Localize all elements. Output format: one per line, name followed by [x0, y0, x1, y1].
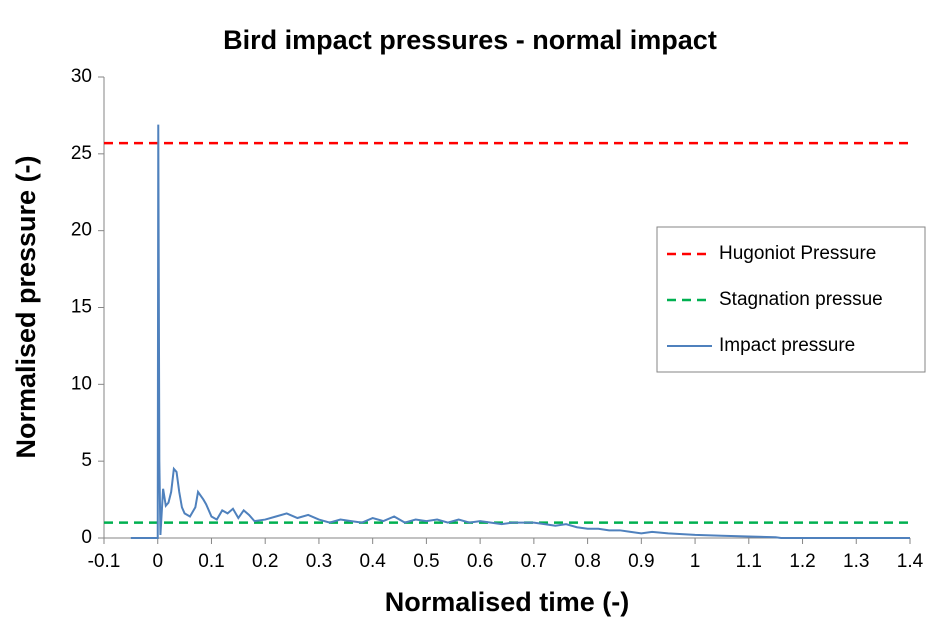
- y-tick-label: 15: [71, 297, 92, 318]
- x-tick-label: 0.9: [628, 551, 654, 572]
- legend-label: Stagnation pressue: [719, 289, 883, 310]
- x-tick-label: 1.3: [843, 551, 869, 572]
- y-tick-label: 30: [71, 66, 92, 87]
- y-tick-label: 10: [71, 373, 92, 394]
- x-tick-label: 1.2: [789, 551, 815, 572]
- x-tick-label: 0.2: [252, 551, 278, 572]
- y-tick-label: 20: [71, 220, 92, 241]
- y-axis-title: Normalised pressure (-): [11, 155, 41, 458]
- x-tick-label: 0.7: [521, 551, 547, 572]
- y-tick-label: 5: [81, 450, 92, 471]
- x-tick-label: 1.1: [736, 551, 762, 572]
- x-tick-label: 0.8: [574, 551, 600, 572]
- x-tick-label: 1.4: [897, 551, 924, 572]
- y-tick-label: 0: [81, 527, 92, 548]
- x-tick-label: 0.1: [198, 551, 224, 572]
- y-tick-label: 25: [71, 143, 92, 164]
- x-tick-label: 1: [690, 551, 701, 572]
- x-tick-label: 0: [152, 551, 163, 572]
- legend-label: Impact pressure: [719, 335, 855, 356]
- x-tick-label: 0.4: [359, 551, 386, 572]
- x-tick-label: 0.6: [467, 551, 493, 572]
- x-axis-title: Normalised time (-): [385, 587, 630, 617]
- chart-title: Bird impact pressures - normal impact: [223, 25, 717, 55]
- x-tick-label: 0.3: [306, 551, 332, 572]
- legend-label: Hugoniot Pressure: [719, 243, 876, 264]
- series-line: [130, 124, 910, 539]
- x-tick-label: -0.1: [88, 551, 121, 572]
- x-tick-label: 0.5: [413, 551, 439, 572]
